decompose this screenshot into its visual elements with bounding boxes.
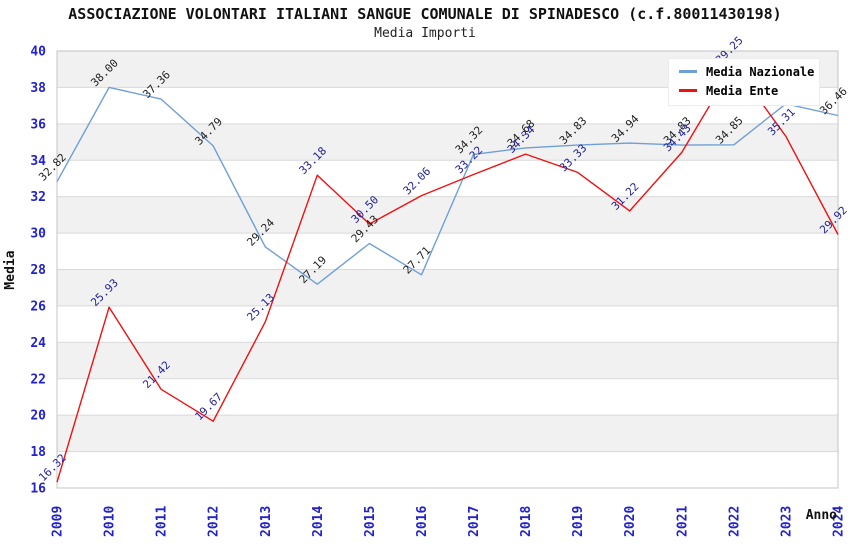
plot-border xyxy=(56,50,839,489)
x-tick-label: 2011 xyxy=(155,506,170,537)
y-tick-label: 32 xyxy=(30,190,46,205)
x-tick-label: 2020 xyxy=(623,506,638,537)
x-tick-label: 2014 xyxy=(311,506,326,537)
x-tick-label: 2019 xyxy=(571,506,586,537)
legend-label: Media Nazionale xyxy=(706,64,815,79)
plot-band xyxy=(57,342,838,379)
x-tick-label: 2018 xyxy=(519,506,534,537)
plot-band xyxy=(57,415,838,452)
plot-band xyxy=(57,451,838,488)
series-line-media-nazionale xyxy=(56,86,839,285)
plot-band xyxy=(57,269,838,306)
y-tick-label: 18 xyxy=(30,445,46,460)
x-tick-label: 2016 xyxy=(415,506,430,537)
plot-band xyxy=(57,305,838,343)
x-tick-label: 2021 xyxy=(675,506,690,537)
y-tick-label: 38 xyxy=(30,81,46,96)
series-line-media-ente xyxy=(56,63,839,483)
x-tick-label: 2017 xyxy=(467,506,482,537)
x-tick-label: 2012 xyxy=(207,506,222,537)
legend-item-media-nazionale: Media Nazionale xyxy=(669,62,819,81)
plot-band xyxy=(57,123,838,161)
x-tick-label: 2024 xyxy=(832,506,847,537)
x-tick-label: 2013 xyxy=(259,506,274,537)
x-tick-label: 2023 xyxy=(779,506,794,537)
y-tick-label: 20 xyxy=(30,409,46,424)
x-tick-label: 2009 xyxy=(51,506,66,537)
y-tick-label: 22 xyxy=(30,372,46,387)
y-tick-label: 28 xyxy=(30,263,46,278)
chart-title: ASSOCIAZIONE VOLONTARI ITALIANI SANGUE C… xyxy=(68,5,782,23)
plot-band xyxy=(57,378,838,416)
plot-band xyxy=(57,160,838,197)
x-axis-title: Anno xyxy=(806,508,837,523)
legend: Media Nazionale Media Ente xyxy=(668,58,820,106)
x-tick-label: 2010 xyxy=(103,506,118,537)
plot-band xyxy=(57,233,838,270)
x-tick-label: 2015 xyxy=(363,506,378,537)
chart-subtitle: Media Importi xyxy=(374,26,476,41)
y-tick-label: 40 xyxy=(30,45,46,60)
y-axis-title: Media xyxy=(3,250,18,289)
legend-swatch-icon xyxy=(679,70,697,73)
y-tick-label: 24 xyxy=(30,336,46,351)
legend-label: Media Ente xyxy=(706,83,779,98)
legend-item-media-ente: Media Ente xyxy=(669,81,819,100)
y-tick-label: 26 xyxy=(30,299,46,314)
y-tick-label: 36 xyxy=(30,117,46,132)
x-tick-label: 2022 xyxy=(727,506,742,537)
y-tick-label: 16 xyxy=(30,482,46,497)
y-tick-label: 34 xyxy=(30,154,46,169)
y-tick-label: 30 xyxy=(30,227,46,242)
legend-swatch-icon xyxy=(679,89,697,92)
